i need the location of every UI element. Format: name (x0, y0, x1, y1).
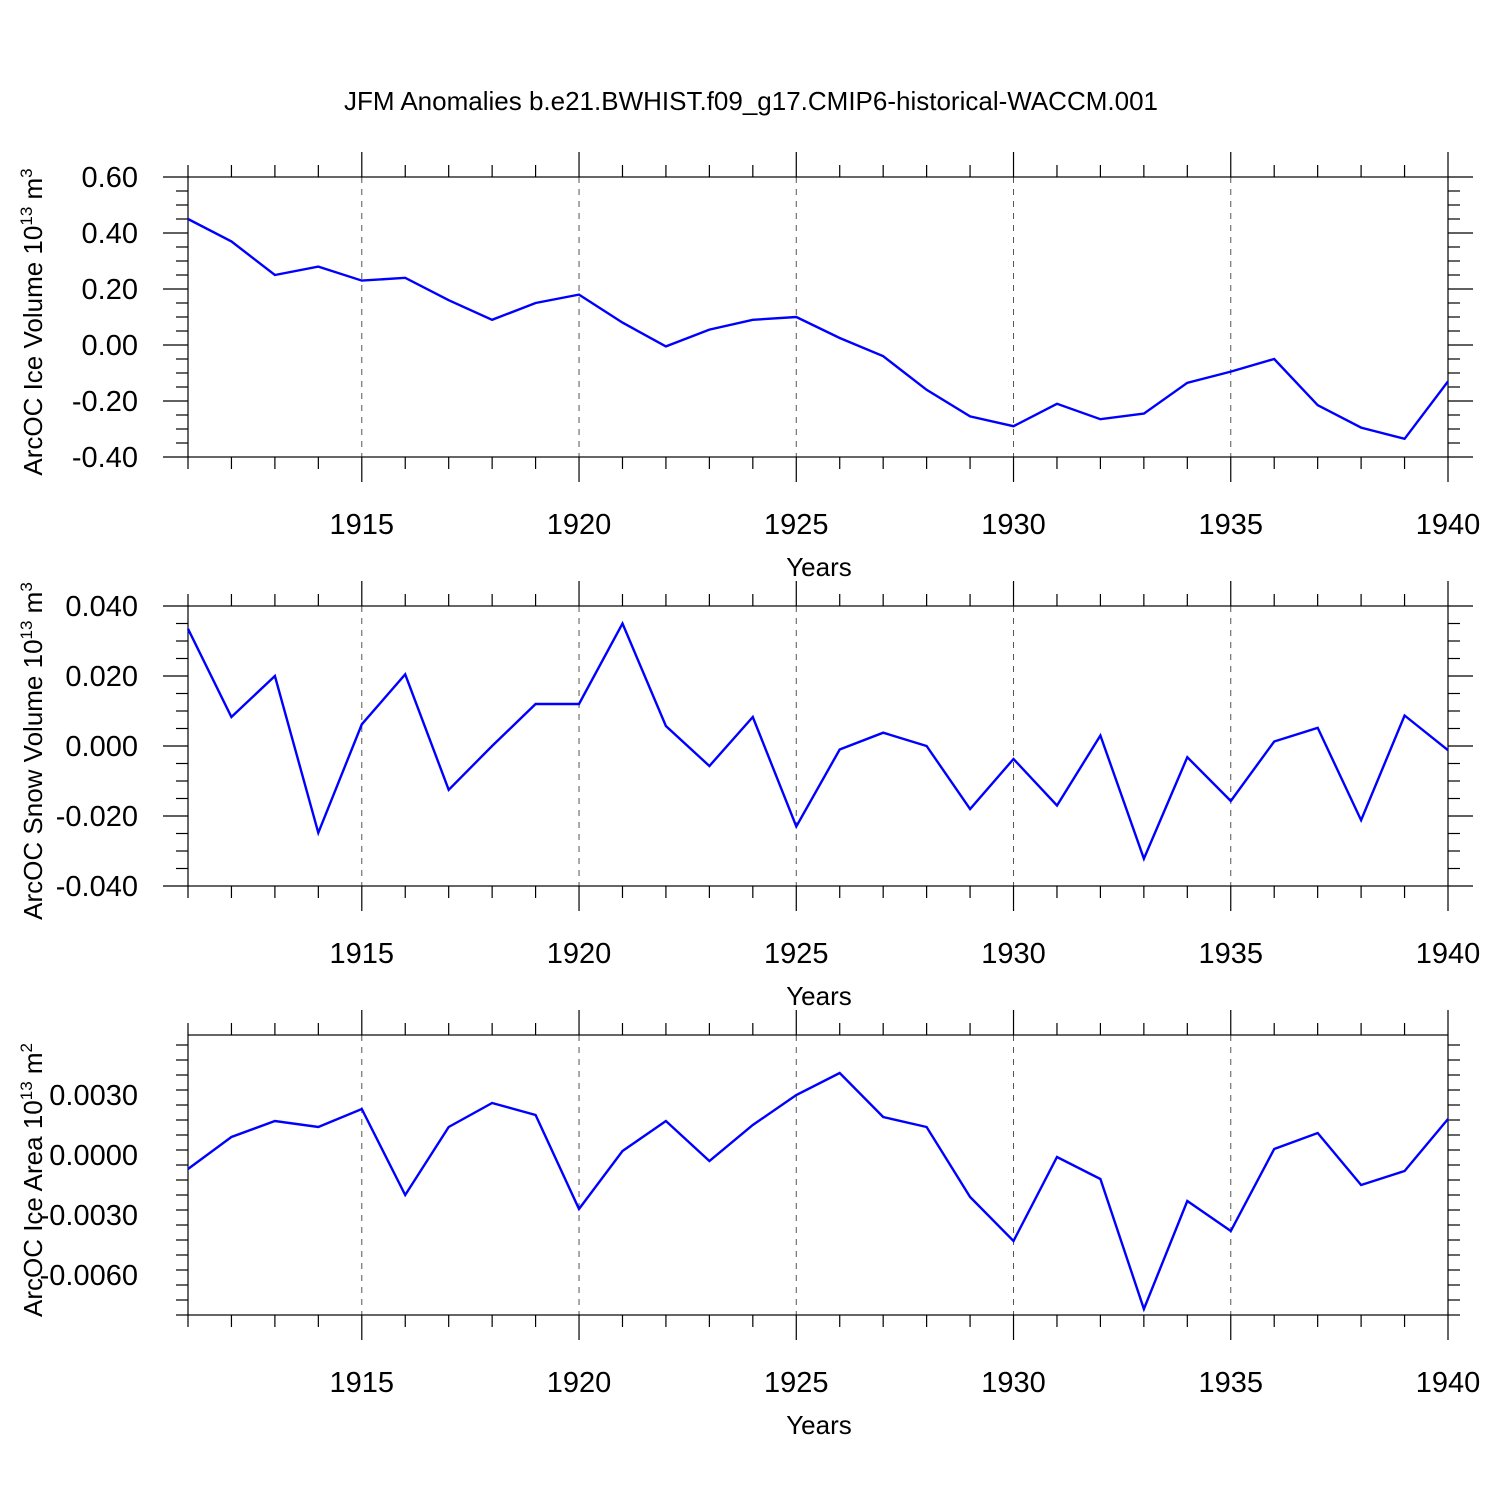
plot-frame (187, 1034, 1449, 1316)
y-tick-label: 0.60 (82, 162, 138, 194)
x-tick-label: 1930 (981, 509, 1046, 541)
x-tick-label: 1940 (1416, 509, 1481, 541)
x-tick-label: 1930 (981, 1367, 1046, 1399)
x-tick-label: 1935 (1199, 509, 1264, 541)
y-tick-label: -0.020 (56, 801, 138, 833)
y-tick-label: -0.0030 (40, 1200, 138, 1232)
panel-ice-volume: 0.60 0.40 0.20 0.00 -0.20 -0.40 1915 1920 1925 19… (17, 152, 1480, 582)
y-tick-label: 0.000 (65, 731, 138, 763)
y-tick-label: 0.00 (82, 330, 138, 362)
series-line (187, 217, 1449, 441)
y-tick-label: 0.20 (82, 274, 138, 306)
x-tick-label: 1940 (1416, 938, 1481, 970)
y-tick-label: -0.20 (72, 386, 138, 418)
x-tick-label: 1920 (547, 509, 612, 541)
x-tick-label: 1920 (547, 938, 612, 970)
y-axis-label: ArcOC Snow Volume 1013 m3 (17, 582, 48, 920)
y-tick-label: 0.40 (82, 218, 138, 250)
plot-frame (187, 176, 1449, 458)
x-tick-label: 1935 (1199, 1367, 1264, 1399)
x-tick-label: 1925 (764, 509, 829, 541)
plot-frame (187, 605, 1449, 887)
y-tick-label: 0.0030 (49, 1080, 138, 1112)
y-tick-label: 0.0000 (49, 1140, 138, 1172)
x-tick-label: 1935 (1199, 938, 1264, 970)
y-tick-label: 0.040 (65, 591, 138, 623)
x-tick-label: 1925 (764, 938, 829, 970)
panel-snow-volume: 0.040 0.020 0.000 -0.020 -0.040 1915 1920 1925 1… (17, 581, 1480, 1011)
y-tick-label: -0.40 (72, 442, 138, 474)
series-line (186, 620, 1449, 863)
y-tick-label: 0.020 (65, 661, 138, 693)
y-axis-label: ArcOC Ice Area 1013 m2 (17, 1043, 48, 1317)
panel-ice-area: 0.0030 0.0000 -0.0030 -0.0060 1915 1920 1925 19… (17, 1010, 1480, 1440)
figure-title: JFM Anomalies b.e21.BWHIST.f09_g17.CMIP6… (344, 86, 1158, 116)
y-tick-label: -0.0060 (40, 1260, 138, 1292)
x-tick-label: 1920 (547, 1367, 612, 1399)
y-axis-label: ArcOC Ice Volume 1013 m3 (17, 168, 48, 475)
x-tick-label: 1940 (1416, 1367, 1481, 1399)
series-line (187, 1071, 1449, 1313)
y-tick-label: -0.040 (56, 871, 138, 903)
x-axis-label: Years (786, 1410, 852, 1440)
x-tick-label: 1930 (981, 938, 1046, 970)
x-axis-label: Years (786, 552, 852, 582)
x-tick-label: 1915 (330, 509, 395, 541)
x-tick-label: 1915 (330, 1367, 395, 1399)
x-axis-label: Years (786, 981, 852, 1011)
x-tick-label: 1925 (764, 1367, 829, 1399)
x-tick-label: 1915 (330, 938, 395, 970)
